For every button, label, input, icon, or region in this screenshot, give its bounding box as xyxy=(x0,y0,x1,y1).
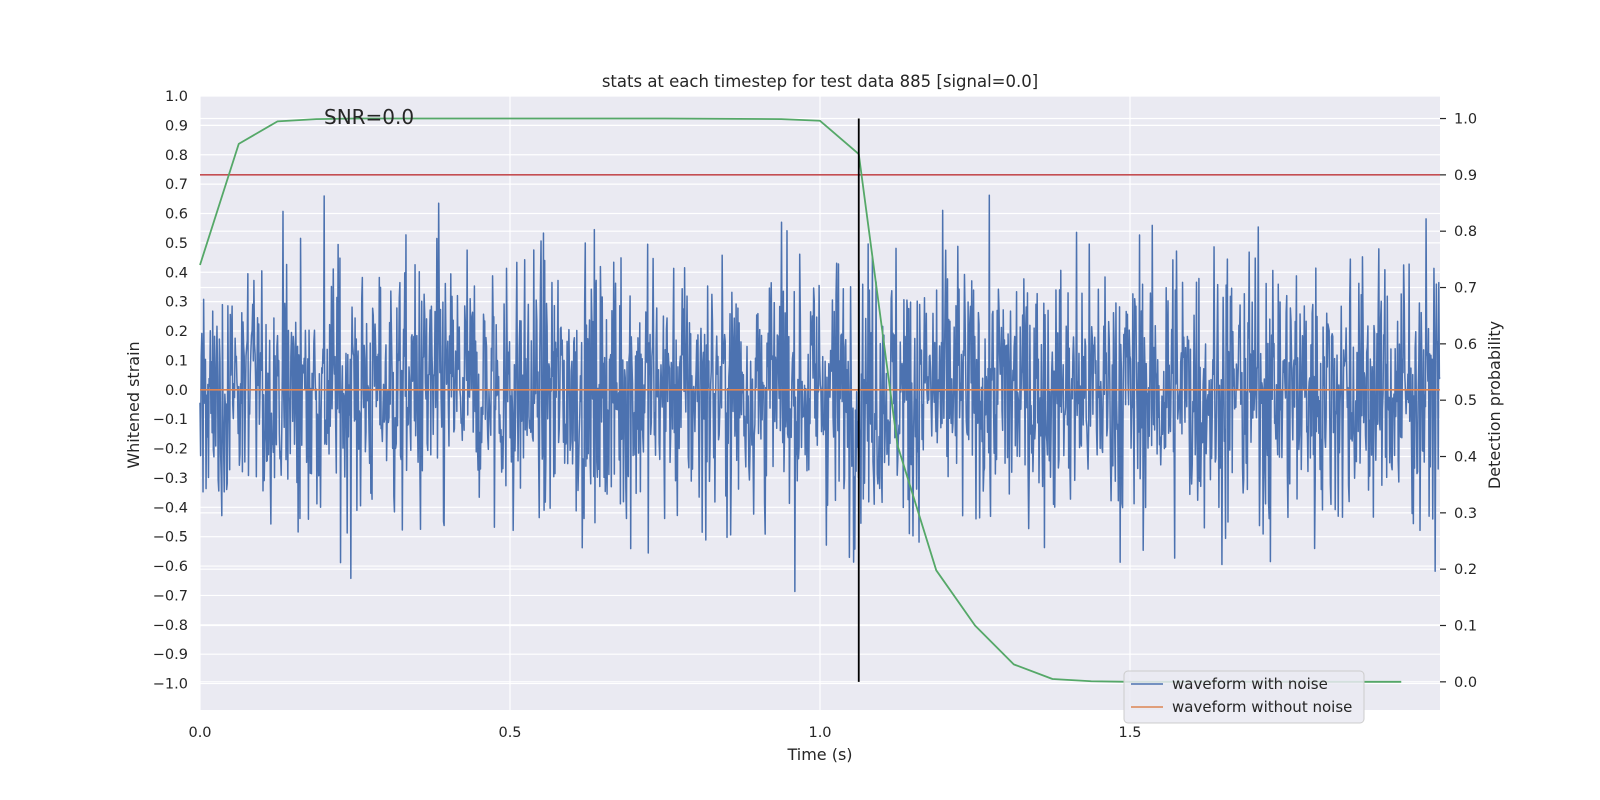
y-tick-label: −0.4 xyxy=(153,500,188,516)
y-tick-label: 0.2 xyxy=(165,324,188,340)
y2-tick-label: 0.7 xyxy=(1454,281,1477,297)
legend-label-noise: waveform with noise xyxy=(1172,675,1328,693)
y-tick-label: −0.8 xyxy=(153,618,188,634)
y-tick-label: −0.7 xyxy=(153,588,188,604)
y2-tick-label: 0.3 xyxy=(1454,506,1477,522)
x-tick-label: 0.0 xyxy=(188,725,211,741)
y-tick-label: −0.6 xyxy=(153,559,188,575)
y-tick-label: −0.1 xyxy=(153,412,188,428)
y-tick-labels: 1.0 0.9 0.8 0.7 0.6 0.5 0.4 0.3 0.2 0.1 0.0 −0.1 −0.… xyxy=(153,89,188,693)
y2-tick-label: 0.4 xyxy=(1454,450,1477,466)
y2-tick-label: 1.0 xyxy=(1454,112,1477,128)
y-axis-label: Whitened strain xyxy=(124,341,143,468)
x-tick-labels: 0.0 0.5 1.0 1.5 xyxy=(188,725,1141,741)
y-tick-label: 0.6 xyxy=(165,207,188,223)
y2-tick-label: 0.8 xyxy=(1454,224,1477,240)
y2-tick-label: 0.1 xyxy=(1454,619,1477,635)
y2-axis-label: Detection probability xyxy=(1485,321,1504,489)
legend: waveform with noise waveform without noi… xyxy=(1123,670,1365,724)
y-tick-label: 0.1 xyxy=(165,353,188,369)
line-waveform-with-noise xyxy=(199,194,1441,593)
y2-tick-label: 0.5 xyxy=(1454,393,1477,409)
y2-tick-label: 0.2 xyxy=(1454,562,1477,578)
y-tick-label: 0.0 xyxy=(165,383,188,399)
y2-tick-label: 0.6 xyxy=(1454,337,1477,353)
y-tick-label: 0.5 xyxy=(165,236,188,252)
x-tick-label: 1.5 xyxy=(1118,725,1141,741)
x-tick-label: 0.5 xyxy=(498,725,521,741)
y-tick-label: 1.0 xyxy=(165,89,188,105)
y-tick-label: −1.0 xyxy=(153,677,188,693)
y2-tick-labels: 1.0 0.9 0.8 0.7 0.6 0.5 0.4 0.3 0.2 0.1 0.0 xyxy=(1440,112,1477,691)
x-axis-label: Time (s) xyxy=(786,745,852,764)
legend-label-clean: waveform without noise xyxy=(1172,698,1352,716)
y-tick-label: 0.9 xyxy=(165,118,188,134)
x-tick-label: 1.0 xyxy=(808,725,831,741)
line-detection-probability xyxy=(199,117,1402,683)
y-tick-label: −0.5 xyxy=(153,530,188,546)
y-tick-label: −0.9 xyxy=(153,647,188,663)
y-tick-label: 0.8 xyxy=(165,148,188,164)
y2-tick-label: 0.0 xyxy=(1454,675,1477,691)
y-tick-label: 0.7 xyxy=(165,177,188,193)
snr-annotation: SNR=0.0 xyxy=(324,105,414,129)
y-tick-label: −0.2 xyxy=(153,442,188,458)
series-waveform-with-noise xyxy=(199,194,1441,593)
y-tick-label: 0.4 xyxy=(165,265,188,281)
series-detection-probability xyxy=(199,117,1402,683)
y-tick-label: 0.3 xyxy=(165,295,188,311)
y2-tick-label: 0.9 xyxy=(1454,168,1477,184)
legend-box xyxy=(1123,670,1365,724)
chart-title: stats at each timestep for test data 885… xyxy=(602,72,1038,91)
y-tick-label: −0.3 xyxy=(153,471,188,487)
